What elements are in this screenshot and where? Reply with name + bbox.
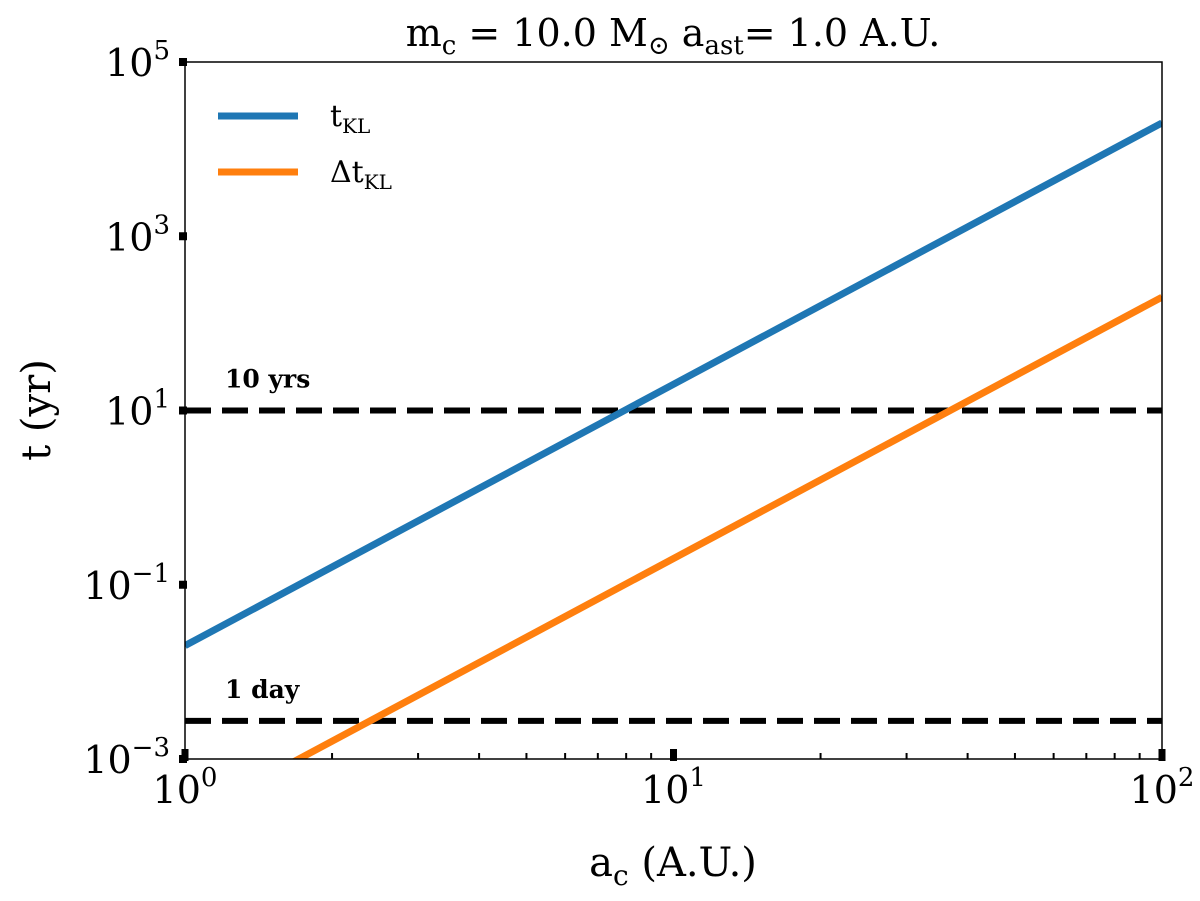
x-tick-label-2: 102 <box>1130 763 1195 812</box>
legend-label-1: ΔtKL <box>330 155 392 194</box>
y-tick-label-1: 10−1 <box>83 559 170 608</box>
y-axis-label: t (yr) <box>14 359 60 461</box>
y-tick-label-4: 105 <box>105 36 170 85</box>
y-tick-label-0: 10−3 <box>83 733 170 782</box>
legend-label-0: tKL <box>330 99 370 138</box>
y-tick-mark <box>179 755 187 763</box>
x-axis-label: ac (A.U.) <box>589 840 757 892</box>
y-tick-mark <box>179 58 187 66</box>
series-line-1 <box>291 294 1162 759</box>
legend: tKL ΔtKL <box>218 99 392 194</box>
series-line-0 <box>185 119 1162 649</box>
y-tick-mark <box>179 580 187 589</box>
reference-labels: 10 yrs 1 day <box>225 365 310 704</box>
chart-title: mc = 10.0 M⊙ aast= 1.0 A.U. <box>406 11 941 61</box>
y-tick-label-2: 101 <box>105 385 170 434</box>
x-axis: 100 101 102 <box>153 749 1195 812</box>
y-tick-label-3: 103 <box>105 210 170 259</box>
plot-area <box>185 119 1162 759</box>
reference-label-0: 10 yrs <box>225 365 310 394</box>
x-tick-label-0: 100 <box>153 763 218 812</box>
x-tick-label-1: 101 <box>641 763 706 812</box>
y-axis: 10−3 10−1 101 103 105 <box>83 36 187 782</box>
y-tick-mark <box>179 406 187 415</box>
y-tick-mark <box>179 232 187 241</box>
reference-label-1: 1 day <box>225 675 301 704</box>
